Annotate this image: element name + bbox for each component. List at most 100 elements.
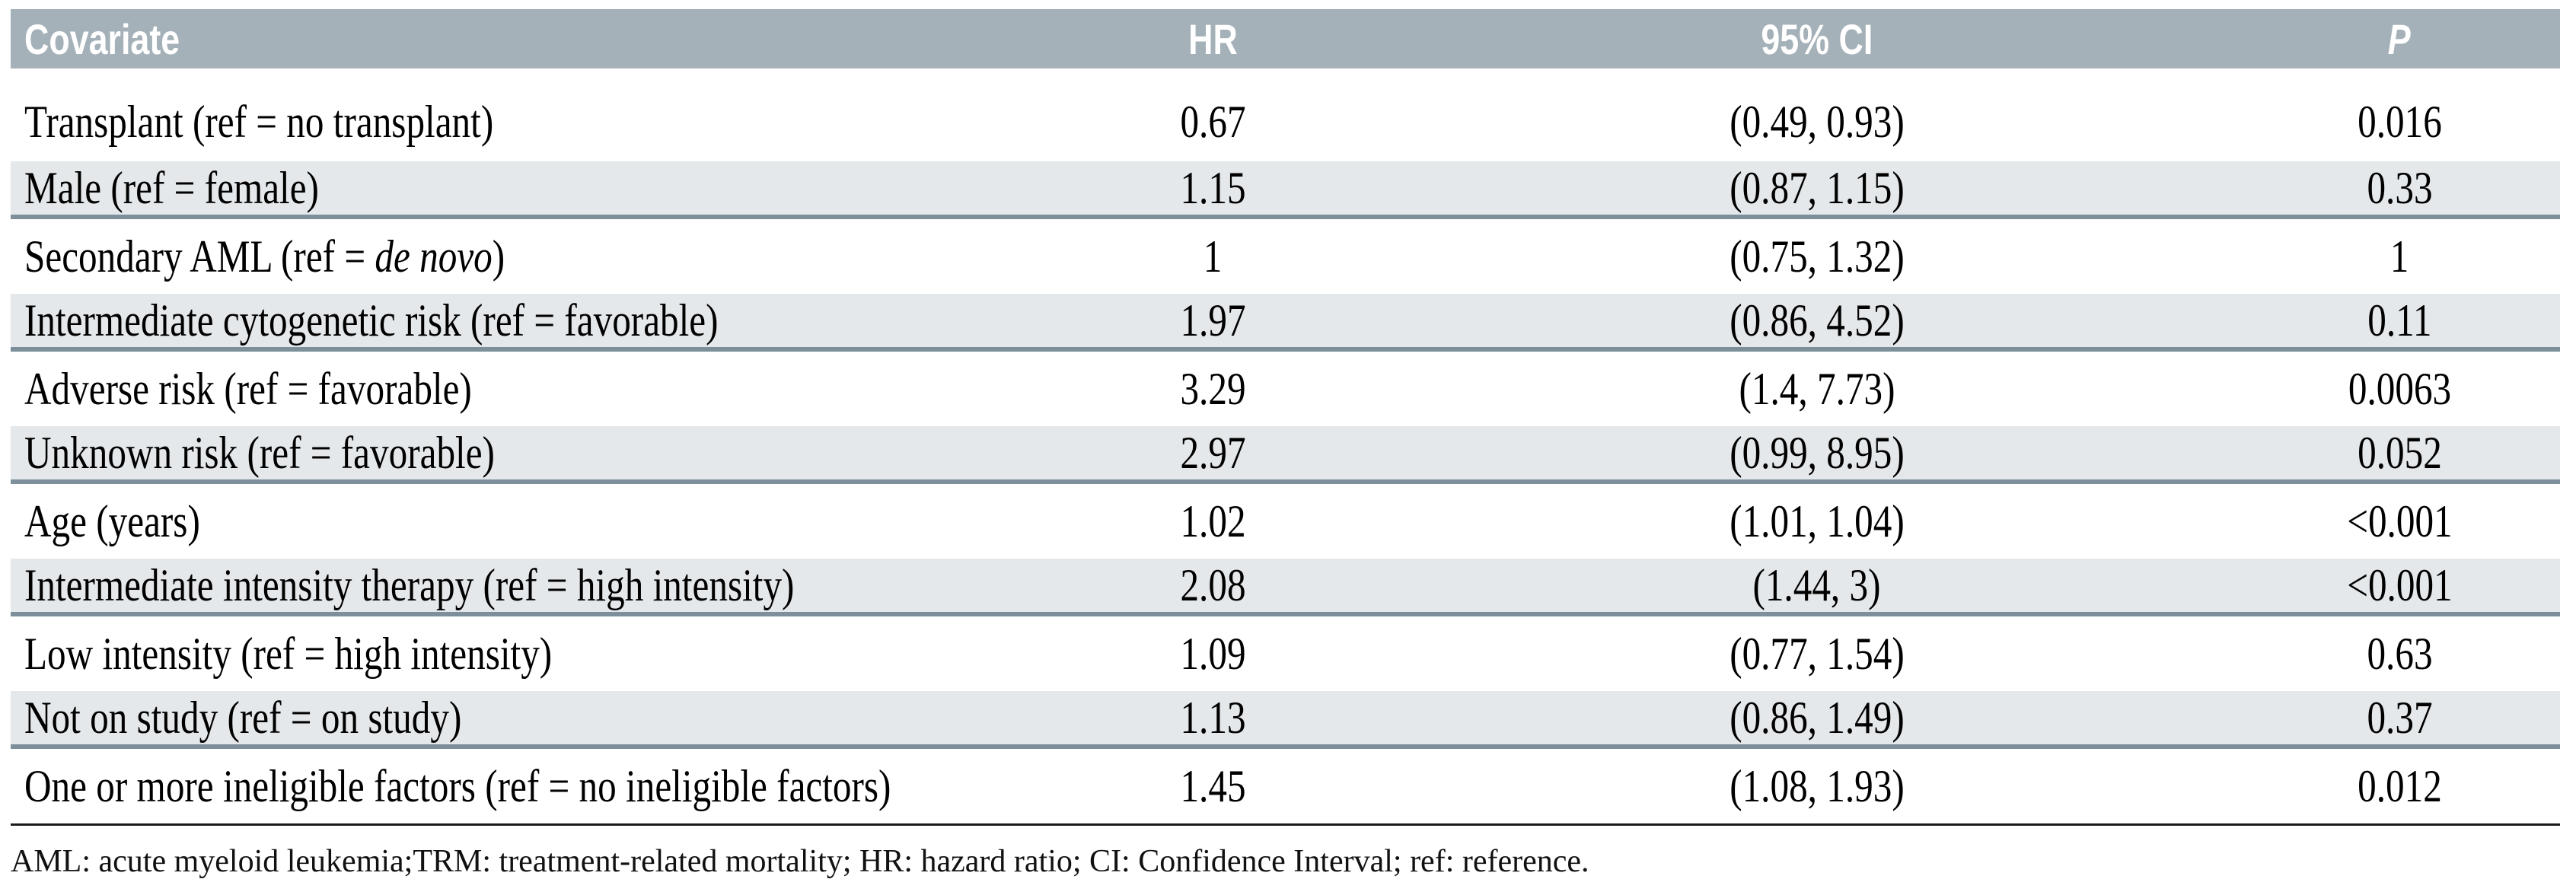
ci-cell-value: (1.44, 3) <box>1752 560 1881 610</box>
hr-cell: 2.97 <box>1031 430 1395 476</box>
covariate-table: Covariate HR 95% CI P Transplant (ref = … <box>11 9 2560 881</box>
covariate-text: Secondary AML (ref = de novo) <box>24 234 505 279</box>
column-header-p: P <box>2239 14 2560 64</box>
hr-cell: 1.45 <box>1031 763 1395 809</box>
ci-cell: (1.08, 1.93) <box>1395 763 2240 809</box>
ci-cell: (1.01, 1.04) <box>1395 498 2240 544</box>
ci-cell-value: (0.75, 1.32) <box>1729 231 1905 282</box>
p-cell: 0.052 <box>2239 430 2560 476</box>
hr-cell: 3.29 <box>1031 366 1395 412</box>
table-footnote: AML: acute myeloid leukemia;TRM: treatme… <box>11 844 1589 879</box>
covariate-text-part: Unknown risk (ref = favorable) <box>24 428 495 478</box>
p-cell: 0.33 <box>2239 165 2560 211</box>
p-cell: 0.016 <box>2239 99 2560 145</box>
covariate-cell: Adverse risk (ref = favorable) <box>11 366 1031 412</box>
hr-cell: 1.13 <box>1031 695 1395 741</box>
column-header-covariate-label: Covariate <box>24 14 180 63</box>
ci-cell-value: (0.99, 8.95) <box>1729 428 1905 478</box>
ci-cell: (0.86, 1.49) <box>1395 695 2240 741</box>
ci-cell: (0.86, 4.52) <box>1395 298 2240 343</box>
covariate-text: Male (ref = female) <box>24 165 319 211</box>
table-header-row: Covariate HR 95% CI P <box>11 9 2560 68</box>
ci-cell-value: (0.49, 0.93) <box>1729 97 1905 147</box>
covariate-cell: Low intensity (ref = high intensity) <box>11 631 1031 677</box>
covariate-cell: One or more ineligible factors (ref = no… <box>11 763 1031 809</box>
covariate-text-part: Male (ref = female) <box>24 163 319 213</box>
covariate-italic-text: de novo <box>375 231 493 282</box>
p-cell-value: 0.11 <box>2367 295 2432 346</box>
covariate-text-part: One or more ineligible factors (ref = no… <box>24 761 891 811</box>
p-cell: 0.37 <box>2239 695 2560 741</box>
covariate-text-part: Intermediate intensity therapy (ref = hi… <box>24 560 795 610</box>
p-cell: 0.012 <box>2239 763 2560 809</box>
hr-cell-value: 2.08 <box>1179 560 1246 610</box>
p-cell: <0.001 <box>2239 498 2560 544</box>
covariate-text: Unknown risk (ref = favorable) <box>24 430 495 476</box>
covariate-cell: Transplant (ref = no transplant) <box>11 99 1031 145</box>
covariate-text: Not on study (ref = on study) <box>24 695 461 741</box>
covariate-cell: Secondary AML (ref = de novo) <box>11 234 1031 279</box>
p-cell: <0.001 <box>2239 562 2560 608</box>
covariate-cell: Age (years) <box>11 498 1031 544</box>
hr-cell: 1.09 <box>1031 631 1395 677</box>
ci-cell-value: (0.86, 1.49) <box>1729 693 1905 743</box>
ci-cell: (0.87, 1.15) <box>1395 165 2240 211</box>
p-cell-value: 1 <box>2389 231 2409 282</box>
p-cell: 0.11 <box>2239 298 2560 343</box>
hr-cell-value: 1.02 <box>1179 496 1246 546</box>
covariate-cell: Intermediate intensity therapy (ref = hi… <box>11 562 1031 608</box>
covariate-text: One or more ineligible factors (ref = no… <box>24 763 891 809</box>
covariate-cell: Unknown risk (ref = favorable) <box>11 430 1031 476</box>
table-row: Male (ref = female) 1.15 (0.87, 1.15) 0.33 <box>11 161 2560 219</box>
hr-cell-value: 1.45 <box>1179 761 1246 811</box>
table-row: Secondary AML (ref = de novo) 1 (0.75, 1.3… <box>11 219 2560 294</box>
table-body: Transplant (ref = no transplant) 0.67 (0.4… <box>11 68 2560 826</box>
covariate-text-part: Not on study (ref = on study) <box>24 693 462 743</box>
table-row: Low intensity (ref = high intensity) 1.09… <box>11 616 2560 691</box>
table-row: Not on study (ref = on study) 1.13 (0.86, … <box>11 691 2560 749</box>
covariate-text: Transplant (ref = no transplant) <box>24 99 493 145</box>
p-cell-value: 0.33 <box>2366 163 2433 213</box>
hr-cell-value: 1.15 <box>1179 163 1246 213</box>
p-cell-value: 0.012 <box>2357 761 2442 811</box>
column-header-hr-label: HR <box>1188 14 1238 63</box>
table-row: Unknown risk (ref = favorable) 2.97 (0.99,… <box>11 426 2560 484</box>
column-header-p-label: P <box>2388 14 2411 63</box>
hr-cell: 0.67 <box>1031 99 1395 145</box>
covariate-text-part: Transplant (ref = no transplant) <box>24 97 494 147</box>
p-cell-value: 0.0063 <box>2348 364 2451 414</box>
ci-cell: (0.77, 1.54) <box>1395 631 2240 677</box>
hr-cell-value: 1.13 <box>1179 693 1246 743</box>
covariate-text-part: ) <box>492 231 505 282</box>
covariate-cell: Intermediate cytogenetic risk (ref = fav… <box>11 298 1031 343</box>
hr-cell-value: 1.09 <box>1179 629 1246 679</box>
ci-cell-value: (0.87, 1.15) <box>1729 163 1905 213</box>
ci-cell-value: (0.86, 4.52) <box>1729 295 1905 346</box>
hr-cell: 1.02 <box>1031 498 1395 544</box>
p-cell: 0.63 <box>2239 631 2560 677</box>
covariate-text-part: Age (years) <box>24 496 200 546</box>
ci-cell: (0.49, 0.93) <box>1395 99 2240 145</box>
p-cell-value: 0.016 <box>2357 97 2442 147</box>
p-cell-value: <0.001 <box>2346 496 2453 546</box>
table-row: Transplant (ref = no transplant) 0.67 (0.4… <box>11 68 2560 161</box>
hr-cell: 2.08 <box>1031 562 1395 608</box>
column-header-ci-label: 95% CI <box>1761 14 1873 63</box>
covariate-text: Intermediate intensity therapy (ref = hi… <box>24 562 794 608</box>
ci-cell-value: (1.08, 1.93) <box>1729 761 1905 811</box>
hr-cell: 1.15 <box>1031 165 1395 211</box>
covariate-cell: Not on study (ref = on study) <box>11 695 1031 741</box>
table-row: Age (years) 1.02 (1.01, 1.04) <0.001 <box>11 484 2560 559</box>
hr-cell-value: 2.97 <box>1179 428 1246 478</box>
ci-cell-value: (0.77, 1.54) <box>1729 629 1905 679</box>
ci-cell: (1.4, 7.73) <box>1395 366 2240 412</box>
table-row: Intermediate cytogenetic risk (ref = fav… <box>11 294 2560 352</box>
covariate-text: Low intensity (ref = high intensity) <box>24 631 552 677</box>
p-cell: 1 <box>2239 234 2560 279</box>
p-cell-value: <0.001 <box>2346 560 2453 610</box>
table-row: Adverse risk (ref = favorable) 3.29 (1.4, … <box>11 352 2560 426</box>
hr-cell: 1.97 <box>1031 298 1395 343</box>
covariate-text: Adverse risk (ref = favorable) <box>24 366 472 412</box>
covariate-text-part: Intermediate cytogenetic risk (ref = fav… <box>24 295 719 346</box>
